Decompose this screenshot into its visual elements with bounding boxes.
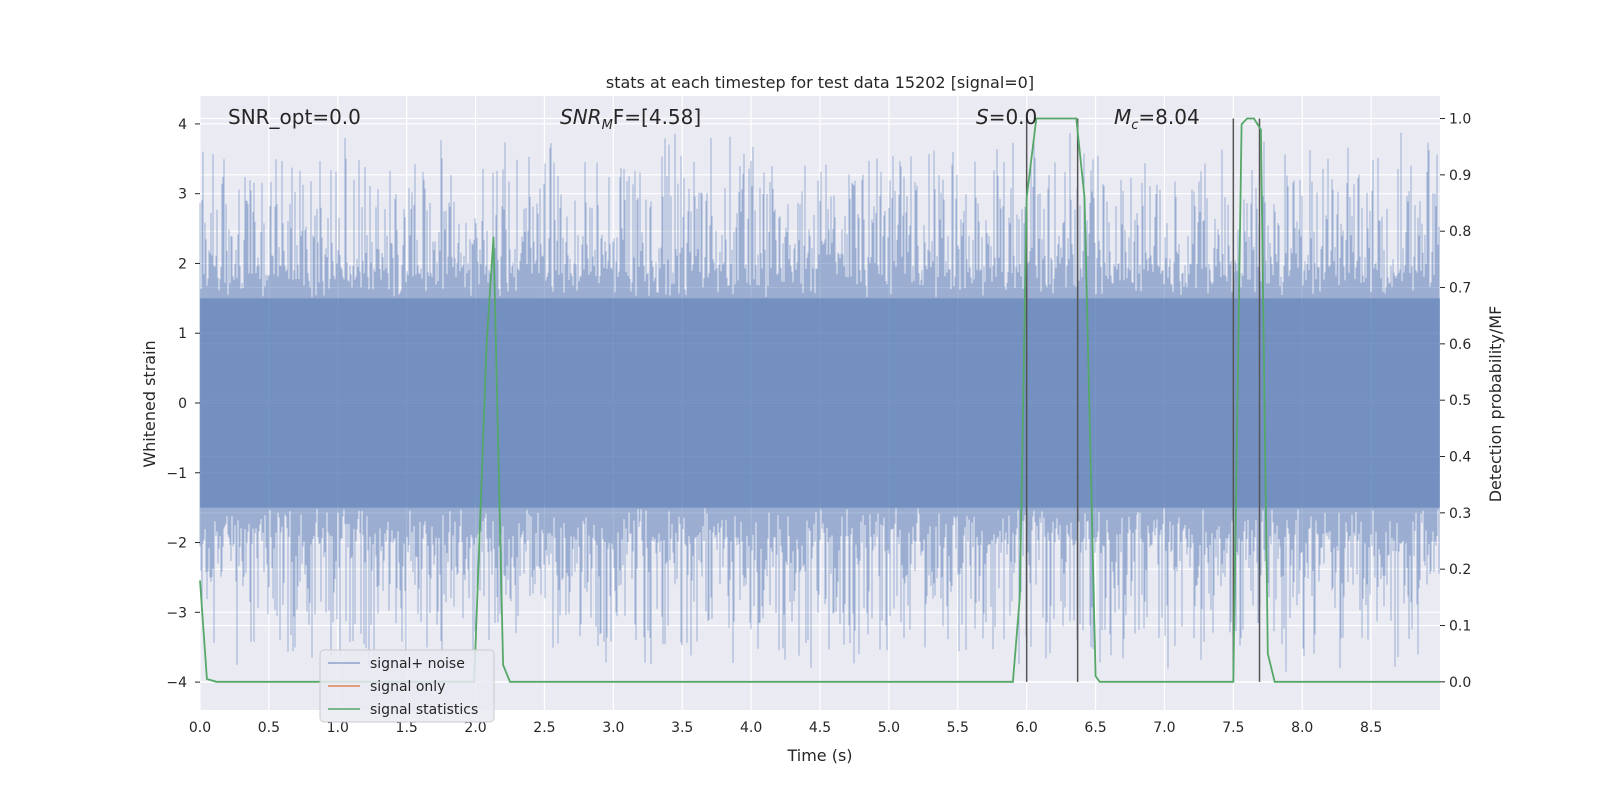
annotation-snr-mf-base: SNR: [560, 105, 602, 129]
y2-tick-label: 0.3: [1449, 506, 1471, 522]
annotation-mc-rest: =8.04: [1138, 105, 1199, 129]
annotation-s-italic: S: [976, 105, 989, 129]
x-tick-label: 5.5: [947, 720, 969, 736]
y2-tick-label: 1.0: [1449, 112, 1471, 128]
annotation-snr-opt: SNR_opt=0.0: [228, 105, 361, 129]
x-tick-label: 4.0: [740, 720, 762, 736]
legend: signal+ noise signal only signal statist…: [319, 649, 495, 723]
x-tick-label: 3.5: [671, 720, 693, 736]
y2-tick-label: 0.9: [1449, 168, 1471, 184]
y-tick-label: 0: [178, 396, 187, 412]
y-tick-label: −4: [166, 675, 187, 691]
x-tick-label: 1.0: [327, 720, 349, 736]
x-tick-label: 0.5: [258, 720, 280, 736]
x-tick-label: 2.5: [533, 720, 555, 736]
annotation-s: S=0.0: [976, 105, 1037, 129]
x-tick-label: 0.0: [189, 720, 211, 736]
y2-tick-label: 0.0: [1449, 675, 1471, 691]
x-tick-label: 7.0: [1153, 720, 1175, 736]
y2-tick-label: 0.8: [1449, 224, 1471, 240]
x-axis-label: Time (s): [786, 746, 852, 765]
annotation-snr-mf: SNRMF=[4.58]: [560, 105, 701, 133]
y2-tick-label: 0.4: [1449, 450, 1471, 466]
y2-tick-label: 0.5: [1449, 393, 1471, 409]
annotation-mc-base: M: [1114, 105, 1131, 129]
x-tick-label: 4.5: [809, 720, 831, 736]
x-tick-label: 7.5: [1222, 720, 1244, 736]
annotation-snr-mf-rest: F=[4.58]: [613, 105, 701, 129]
annotation-snr-mf-sub: M: [602, 118, 613, 133]
x-tick-label: 6.0: [1016, 720, 1038, 736]
y2-axis-label: Detection probability/MF: [1486, 306, 1505, 503]
y-axis-label: Whitened strain: [140, 340, 159, 467]
x-tick-label: 2.0: [464, 720, 486, 736]
signal-statistics-series: [199, 117, 1440, 683]
y-tick-label: −3: [166, 605, 187, 621]
y-tick-label: 2: [178, 256, 187, 272]
x-tick-label: 1.5: [396, 720, 418, 736]
y-tick-label: −2: [166, 536, 187, 552]
y2-tick-label: 0.2: [1449, 562, 1471, 578]
x-tick-label: 3.0: [602, 720, 624, 736]
ticks: 0.0 0.5 1.0 1.5 2.0 2.5 3.0 3.5 4.0 4.5 5.0 5.5 6.0 6…: [166, 112, 1471, 736]
legend-label-signal-noise: signal+ noise: [370, 656, 465, 672]
x-tick-label: 8.5: [1360, 720, 1382, 736]
x-tick-label: 5.0: [878, 720, 900, 736]
legend-box: [319, 649, 495, 723]
x-tick-label: 6.5: [1084, 720, 1106, 736]
legend-label-signal-only: signal only: [370, 679, 445, 695]
y2-tick-label: 0.7: [1449, 281, 1471, 297]
signal-statistics-line: [199, 117, 1440, 683]
y2-tick-label: 0.1: [1449, 619, 1471, 635]
y-tick-label: 3: [178, 187, 187, 203]
annotation-s-rest: =0.0: [989, 105, 1038, 129]
annotation-mc-sub: c: [1131, 118, 1138, 133]
legend-label-signal-statistics: signal statistics: [370, 702, 478, 718]
y-tick-label: −1: [166, 466, 187, 482]
chart-title: stats at each timestep for test data 152…: [606, 73, 1034, 92]
y-tick-label: 1: [178, 326, 187, 342]
y2-tick-label: 0.6: [1449, 337, 1471, 353]
annotation-mc: Mc=8.04: [1114, 105, 1200, 133]
x-tick-label: 8.0: [1291, 720, 1313, 736]
y-tick-label: 4: [178, 117, 187, 133]
